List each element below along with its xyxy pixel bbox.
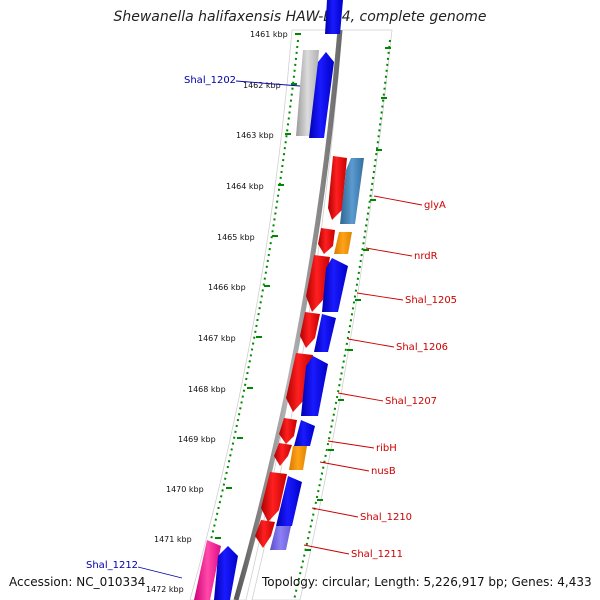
gene-label: Shal_1210 (360, 512, 412, 523)
tick-label: 1465 kbp (217, 233, 255, 242)
gene-label: nusB (371, 466, 396, 477)
inner-tick-marks (203, 33, 301, 589)
gene-arrow (306, 255, 330, 312)
tick-label: 1464 kbp (226, 182, 264, 191)
gene-label: glyA (424, 200, 446, 211)
gene-label: Shal_1212 (86, 560, 138, 571)
tick-label: 1468 kbp (188, 385, 226, 394)
tick-label: 1470 kbp (166, 485, 204, 494)
tick-label: 1463 kbp (236, 131, 274, 140)
gene-arrow (314, 314, 336, 352)
outer-scale (293, 39, 391, 600)
gene-arrow (309, 52, 334, 138)
gene-label: Shal_1205 (405, 295, 457, 306)
gene-arrow (294, 420, 315, 446)
tick-label: 1461 kbp (250, 30, 288, 39)
gene-label: Shal_1211 (351, 549, 403, 560)
gene-arrow (270, 526, 291, 550)
scale-labels: 1461 kbp 1462 kbp 1463 kbp 1464 kbp 1465… (146, 30, 288, 594)
accession-text: Accession: NC_010334 (9, 575, 146, 589)
gene-label: nrdR (414, 251, 438, 262)
gene-arrow (301, 356, 328, 416)
gene-arrow (214, 546, 238, 600)
tick-label: 1469 kbp (178, 435, 216, 444)
genome-summary: Topology: circular; Length: 5,226,917 bp… (262, 575, 592, 589)
tick-label: 1472 kbp (146, 585, 184, 594)
tick-label: 1462 kbp (243, 81, 281, 90)
gene-label: Shal_1206 (396, 342, 448, 353)
gene-arrow (194, 540, 221, 600)
gene-labels: Shal_1202 glyA nrdR Shal_1205 Shal_1206 … (86, 75, 457, 571)
gene-arrow (274, 443, 292, 466)
gene-arrow (276, 476, 302, 526)
forward-strand-genes (214, 0, 364, 600)
tick-label: 1466 kbp (208, 283, 246, 292)
gene-arrow (334, 232, 352, 254)
tick-label: 1467 kbp (198, 334, 236, 343)
gene-arrow (255, 520, 275, 548)
gene-arrow (340, 158, 364, 224)
gene-arrow (300, 312, 320, 348)
gene-arrow (279, 418, 297, 444)
inner-scale (195, 39, 299, 600)
outer-tick-marks (305, 47, 391, 551)
gene-arrow (289, 446, 307, 470)
gene-arrow (325, 0, 343, 34)
gene-arrow (318, 228, 335, 254)
gene-arrow (261, 472, 287, 522)
callout-lines (137, 80, 423, 579)
genome-backbone (233, 29, 343, 600)
gene-label: Shal_1202 (184, 75, 236, 86)
tick-label: 1471 kbp (154, 535, 192, 544)
gene-label: Shal_1207 (385, 396, 437, 407)
gene-label: ribH (376, 443, 397, 454)
genome-title: Shewanella halifaxensis HAW-EB4, complet… (113, 9, 487, 25)
gene-arrow (322, 258, 348, 312)
